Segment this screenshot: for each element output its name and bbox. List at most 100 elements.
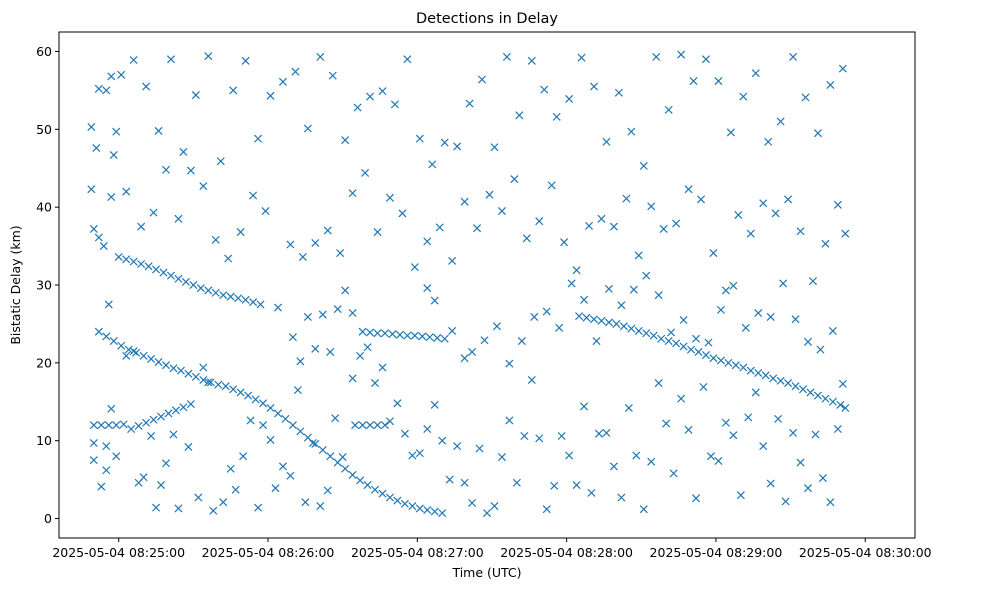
data-point bbox=[199, 363, 208, 372]
data-point bbox=[97, 482, 106, 491]
data-point bbox=[649, 331, 658, 340]
data-point bbox=[430, 400, 439, 409]
data-point bbox=[796, 458, 805, 467]
data-point bbox=[714, 456, 723, 465]
data-point bbox=[259, 421, 268, 430]
data-point bbox=[341, 136, 350, 145]
data-point bbox=[691, 494, 701, 503]
data-point bbox=[241, 56, 250, 65]
data-point bbox=[144, 262, 153, 271]
data-point bbox=[234, 294, 243, 303]
data-point bbox=[266, 403, 275, 413]
data-point bbox=[677, 394, 686, 403]
data-point bbox=[669, 469, 678, 478]
data-point bbox=[378, 363, 387, 372]
data-point bbox=[112, 421, 121, 430]
data-point bbox=[833, 200, 842, 209]
data-point bbox=[229, 385, 238, 394]
data-point bbox=[176, 366, 185, 375]
data-point bbox=[199, 375, 208, 384]
data-point bbox=[363, 343, 372, 352]
data-point bbox=[366, 421, 375, 430]
data-point bbox=[746, 229, 755, 238]
data-point bbox=[119, 420, 128, 429]
data-point bbox=[191, 372, 200, 381]
data-point bbox=[425, 333, 434, 342]
data-point bbox=[766, 312, 775, 321]
data-point bbox=[575, 312, 584, 321]
x-tick-label: 2025-05-04 08:25:00 bbox=[52, 545, 185, 560]
data-point bbox=[604, 284, 613, 293]
data-point bbox=[259, 399, 268, 408]
data-point bbox=[410, 263, 419, 272]
data-point bbox=[338, 453, 347, 462]
data-point bbox=[614, 88, 623, 97]
data-point bbox=[102, 466, 111, 475]
data-point bbox=[122, 351, 131, 360]
data-point bbox=[351, 421, 360, 430]
data-point bbox=[288, 421, 297, 430]
data-point bbox=[587, 488, 596, 497]
data-point bbox=[129, 257, 138, 266]
data-point bbox=[273, 303, 283, 312]
data-point bbox=[221, 382, 230, 391]
data-point bbox=[169, 430, 178, 439]
data-point bbox=[211, 235, 220, 244]
data-point bbox=[278, 462, 287, 471]
data-point bbox=[159, 268, 168, 277]
data-point bbox=[609, 462, 618, 471]
data-point bbox=[254, 503, 263, 512]
data-point bbox=[654, 291, 663, 300]
data-point bbox=[348, 374, 357, 383]
data-point bbox=[522, 234, 531, 243]
data-point bbox=[256, 300, 265, 309]
data-point bbox=[776, 117, 785, 126]
data-point bbox=[204, 286, 213, 295]
data-point bbox=[286, 471, 295, 480]
data-point bbox=[527, 375, 536, 384]
data-point bbox=[323, 486, 332, 495]
data-point bbox=[704, 338, 713, 347]
data-point bbox=[89, 421, 98, 430]
data-point bbox=[191, 91, 200, 100]
data-point bbox=[196, 284, 205, 293]
x-tick-label: 2025-05-04 08:27:00 bbox=[351, 545, 484, 560]
data-point bbox=[826, 80, 835, 89]
data-point bbox=[672, 339, 681, 348]
series-track-a bbox=[94, 327, 447, 518]
data-point bbox=[803, 484, 813, 493]
data-point bbox=[326, 347, 335, 356]
data-point bbox=[716, 356, 725, 365]
data-point bbox=[729, 281, 738, 290]
series-track-b bbox=[114, 252, 265, 309]
data-point bbox=[137, 222, 146, 231]
data-point bbox=[485, 190, 494, 199]
data-point bbox=[798, 385, 808, 394]
data-point bbox=[679, 342, 688, 351]
data-point bbox=[156, 481, 166, 490]
data-point bbox=[154, 126, 163, 135]
data-point bbox=[104, 300, 113, 309]
data-point bbox=[323, 226, 332, 235]
data-point bbox=[751, 69, 760, 78]
data-point bbox=[415, 504, 424, 513]
data-point bbox=[291, 67, 300, 76]
data-point bbox=[754, 368, 763, 377]
data-point bbox=[438, 436, 447, 445]
data-point bbox=[184, 442, 193, 451]
data-point bbox=[152, 503, 161, 512]
data-point bbox=[239, 452, 248, 461]
y-tick-label: 50 bbox=[36, 122, 52, 137]
data-point bbox=[612, 319, 621, 328]
data-point bbox=[408, 502, 417, 511]
data-point bbox=[833, 424, 842, 434]
data-point bbox=[679, 316, 688, 325]
data-point bbox=[684, 185, 693, 194]
data-point bbox=[699, 382, 708, 392]
data-point bbox=[147, 431, 156, 441]
data-point bbox=[580, 402, 589, 411]
data-point bbox=[535, 217, 544, 226]
data-point bbox=[460, 354, 469, 363]
data-point bbox=[510, 175, 519, 184]
